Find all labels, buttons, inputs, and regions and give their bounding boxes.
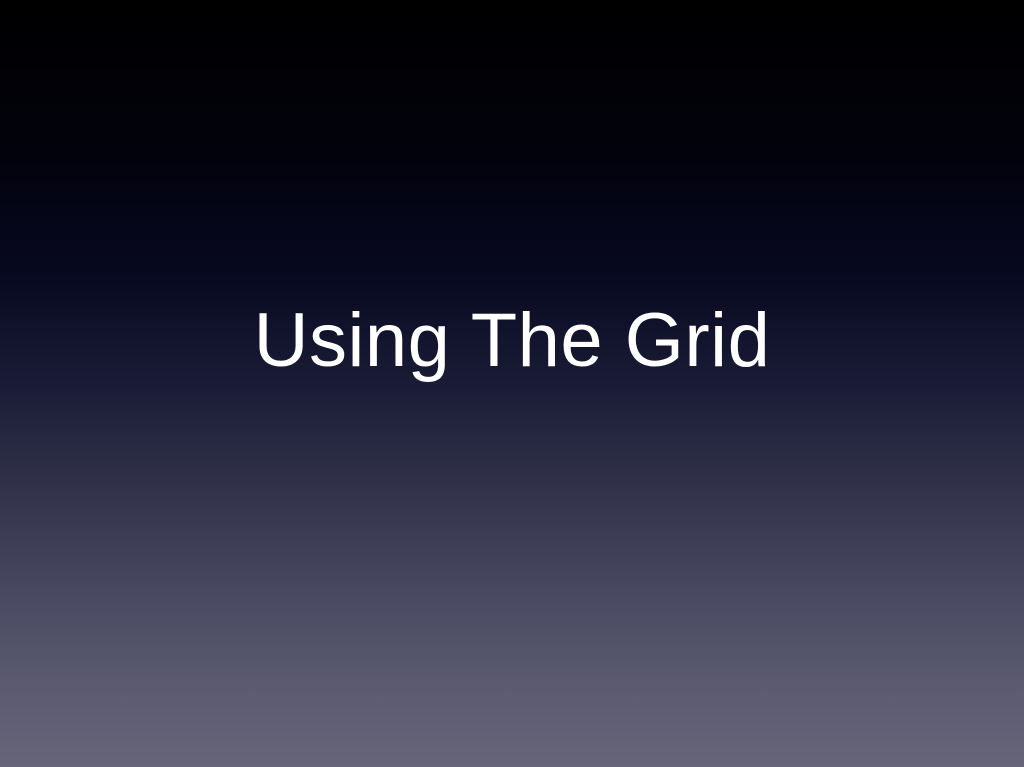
slide-title: Using The Grid <box>253 298 771 383</box>
